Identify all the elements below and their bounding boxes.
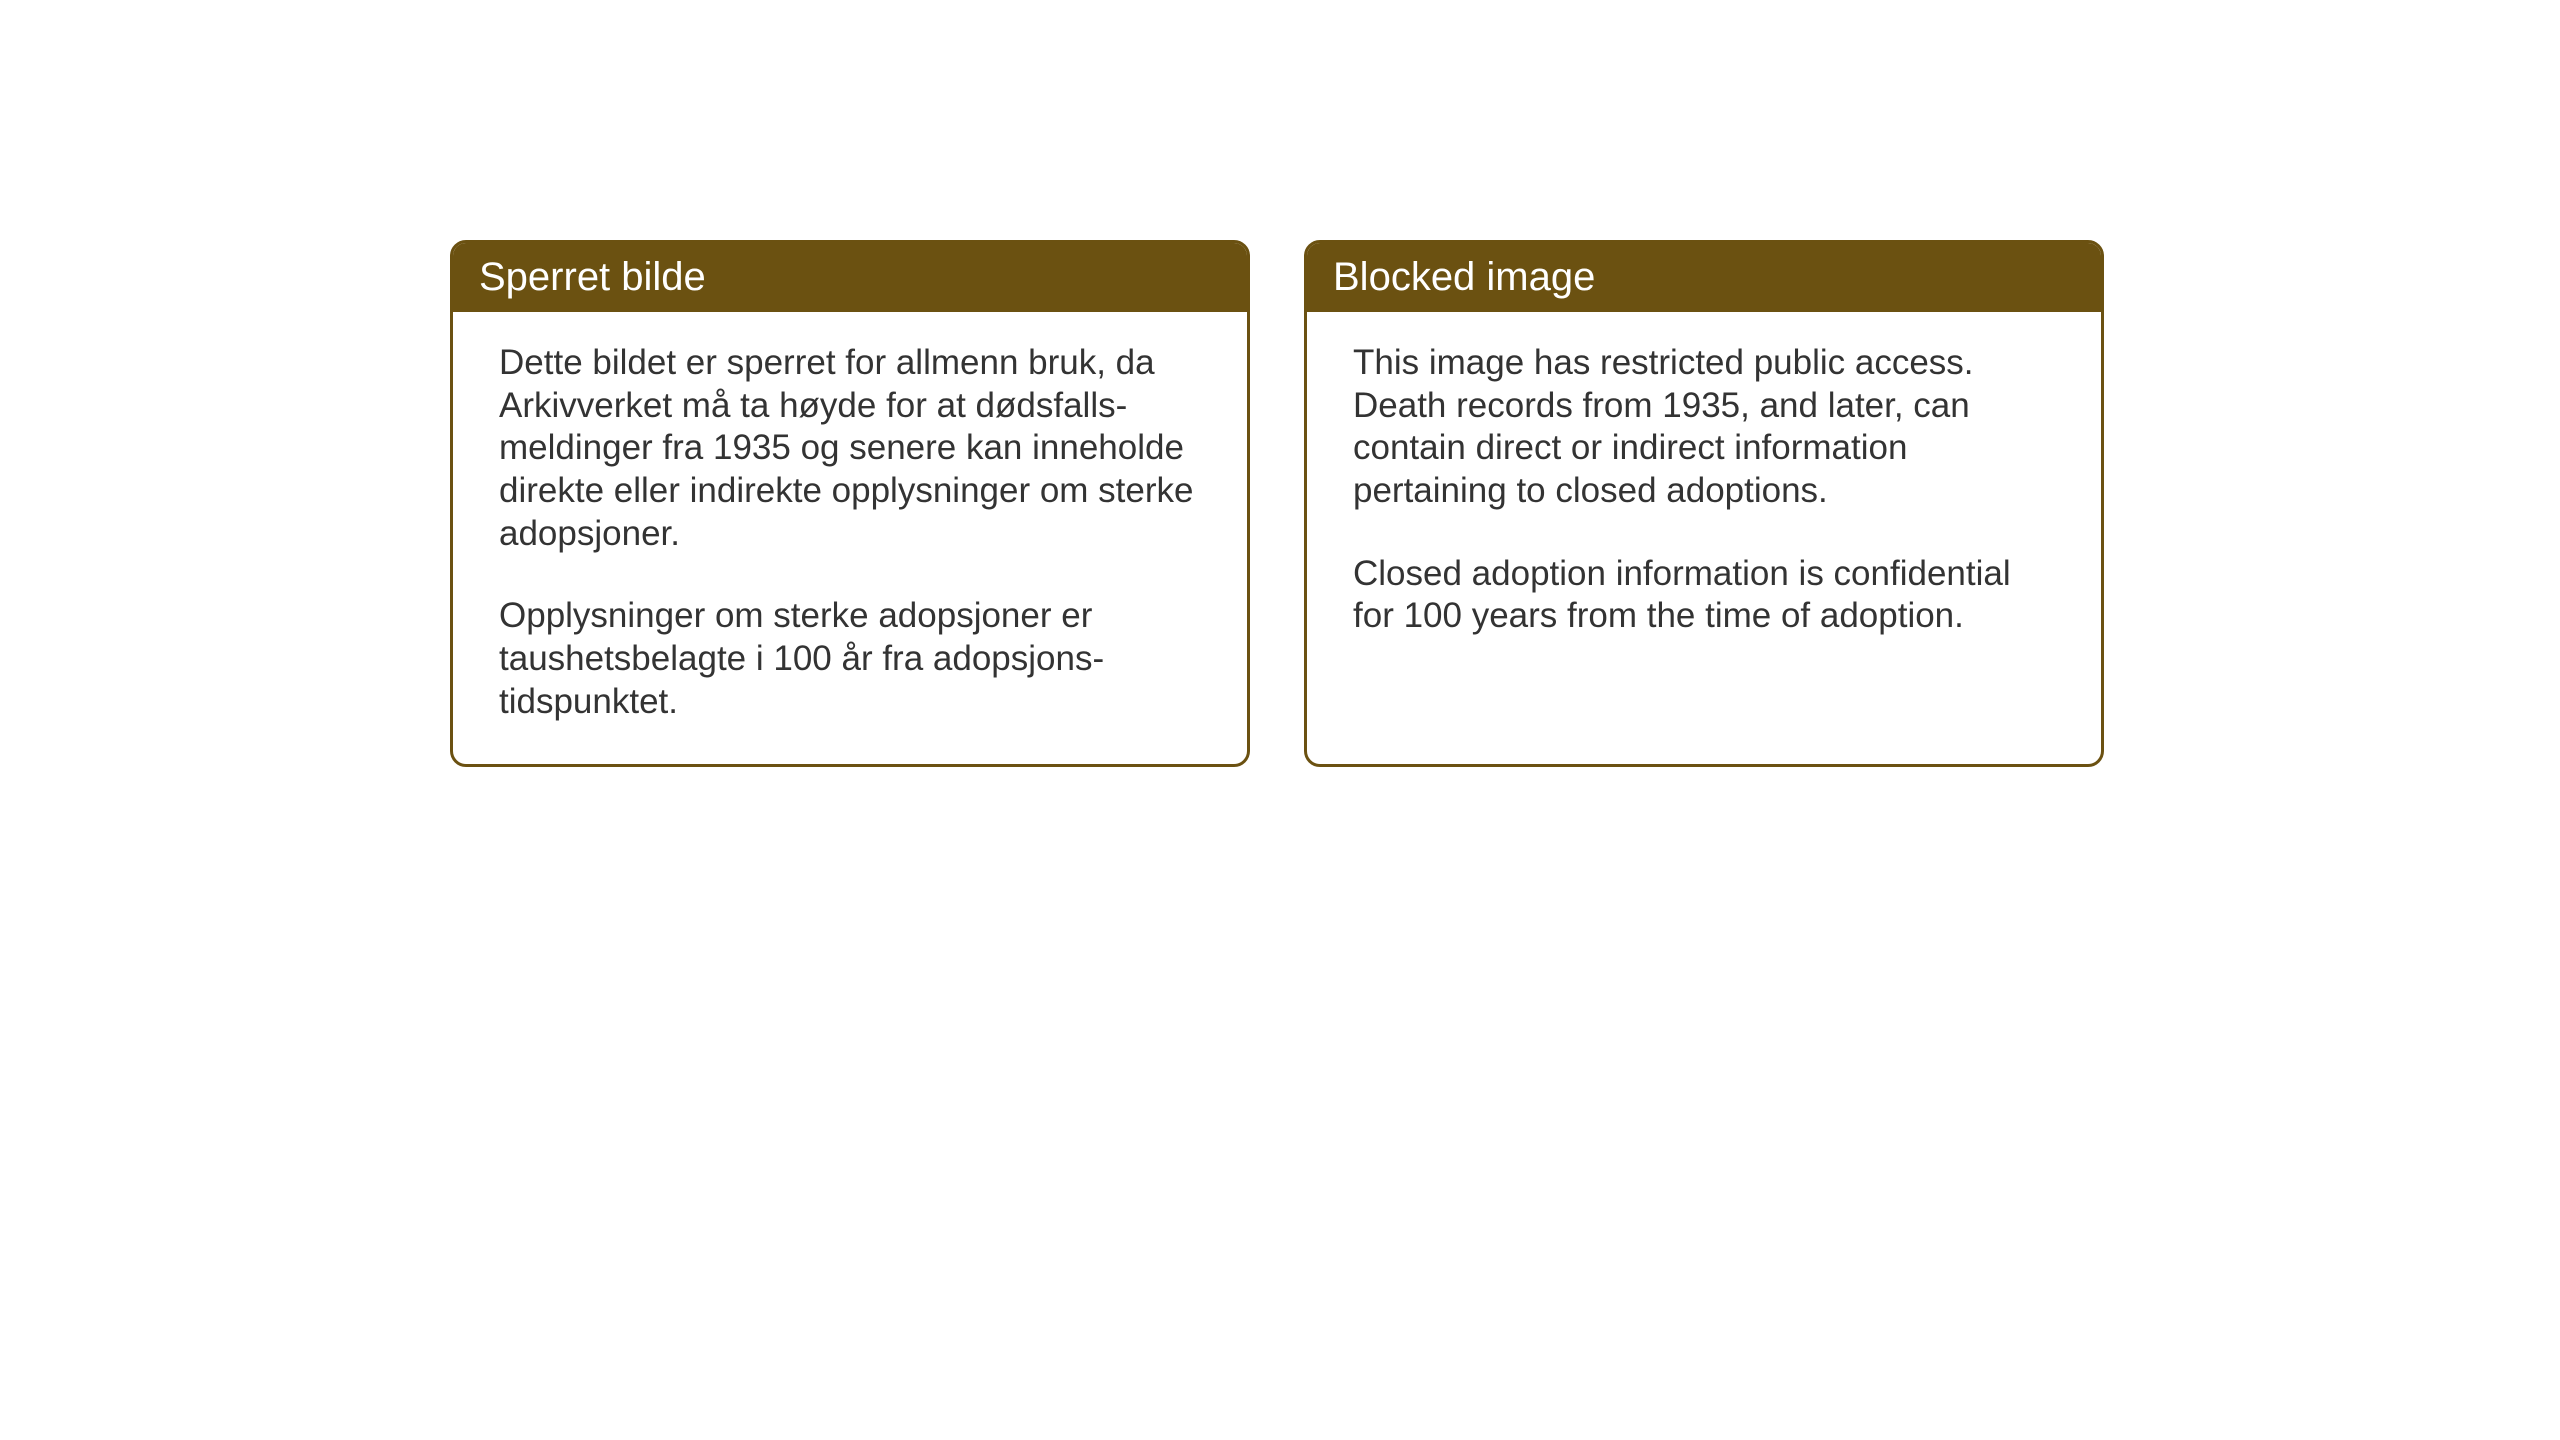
english-card-title: Blocked image	[1307, 243, 2101, 312]
english-paragraph-2: Closed adoption information is confident…	[1353, 553, 2055, 638]
english-card-body: This image has restricted public access.…	[1307, 312, 2101, 752]
english-notice-card: Blocked image This image has restricted …	[1304, 240, 2104, 767]
norwegian-paragraph-1: Dette bildet er sperret for allmenn bruk…	[499, 342, 1201, 555]
norwegian-notice-card: Sperret bilde Dette bildet er sperret fo…	[450, 240, 1250, 767]
norwegian-paragraph-2: Opplysninger om sterke adopsjoner er tau…	[499, 595, 1201, 723]
notice-cards-container: Sperret bilde Dette bildet er sperret fo…	[450, 240, 2104, 767]
english-paragraph-1: This image has restricted public access.…	[1353, 342, 2055, 513]
norwegian-card-body: Dette bildet er sperret for allmenn bruk…	[453, 312, 1247, 764]
norwegian-card-title: Sperret bilde	[453, 243, 1247, 312]
